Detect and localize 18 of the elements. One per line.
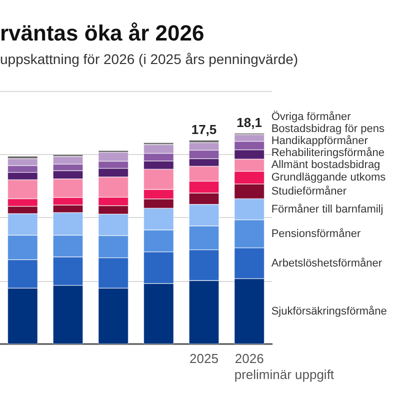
series-label: Sjukförsäkringsförmåne <box>271 305 387 318</box>
series-label: Förmåner till barnfamilj <box>271 203 384 216</box>
x-tick-label: 2026 <box>234 351 264 366</box>
x-tick-label: 2025 <box>190 351 218 366</box>
series-label: Studieförmåner <box>271 185 347 198</box>
series-label: Handikappförmåner <box>271 135 368 148</box>
chart-title: rväntas öka år 2026 <box>0 20 204 46</box>
series-label: Allmänt bostadsbidrag <box>271 159 380 172</box>
annotation: 17,5 <box>191 122 217 138</box>
series-label: Grundläggande utkoms <box>271 172 386 184</box>
series-label: Arbetslöshetsförmåner <box>271 257 382 270</box>
series-label: Övriga förmåner <box>271 110 352 124</box>
series-label: Pensionsförmåner <box>271 228 361 240</box>
annotation: 18,1 <box>236 115 262 130</box>
chart-subtitle: uppskattning för 2026 (i 2025 års penningvärde) <box>0 51 298 67</box>
text: preliminär uppgift <box>234 367 334 382</box>
series-label: Rehabiliteringsförmåne <box>271 147 384 160</box>
series-label: Bostadsbidrag för pens <box>271 123 385 136</box>
